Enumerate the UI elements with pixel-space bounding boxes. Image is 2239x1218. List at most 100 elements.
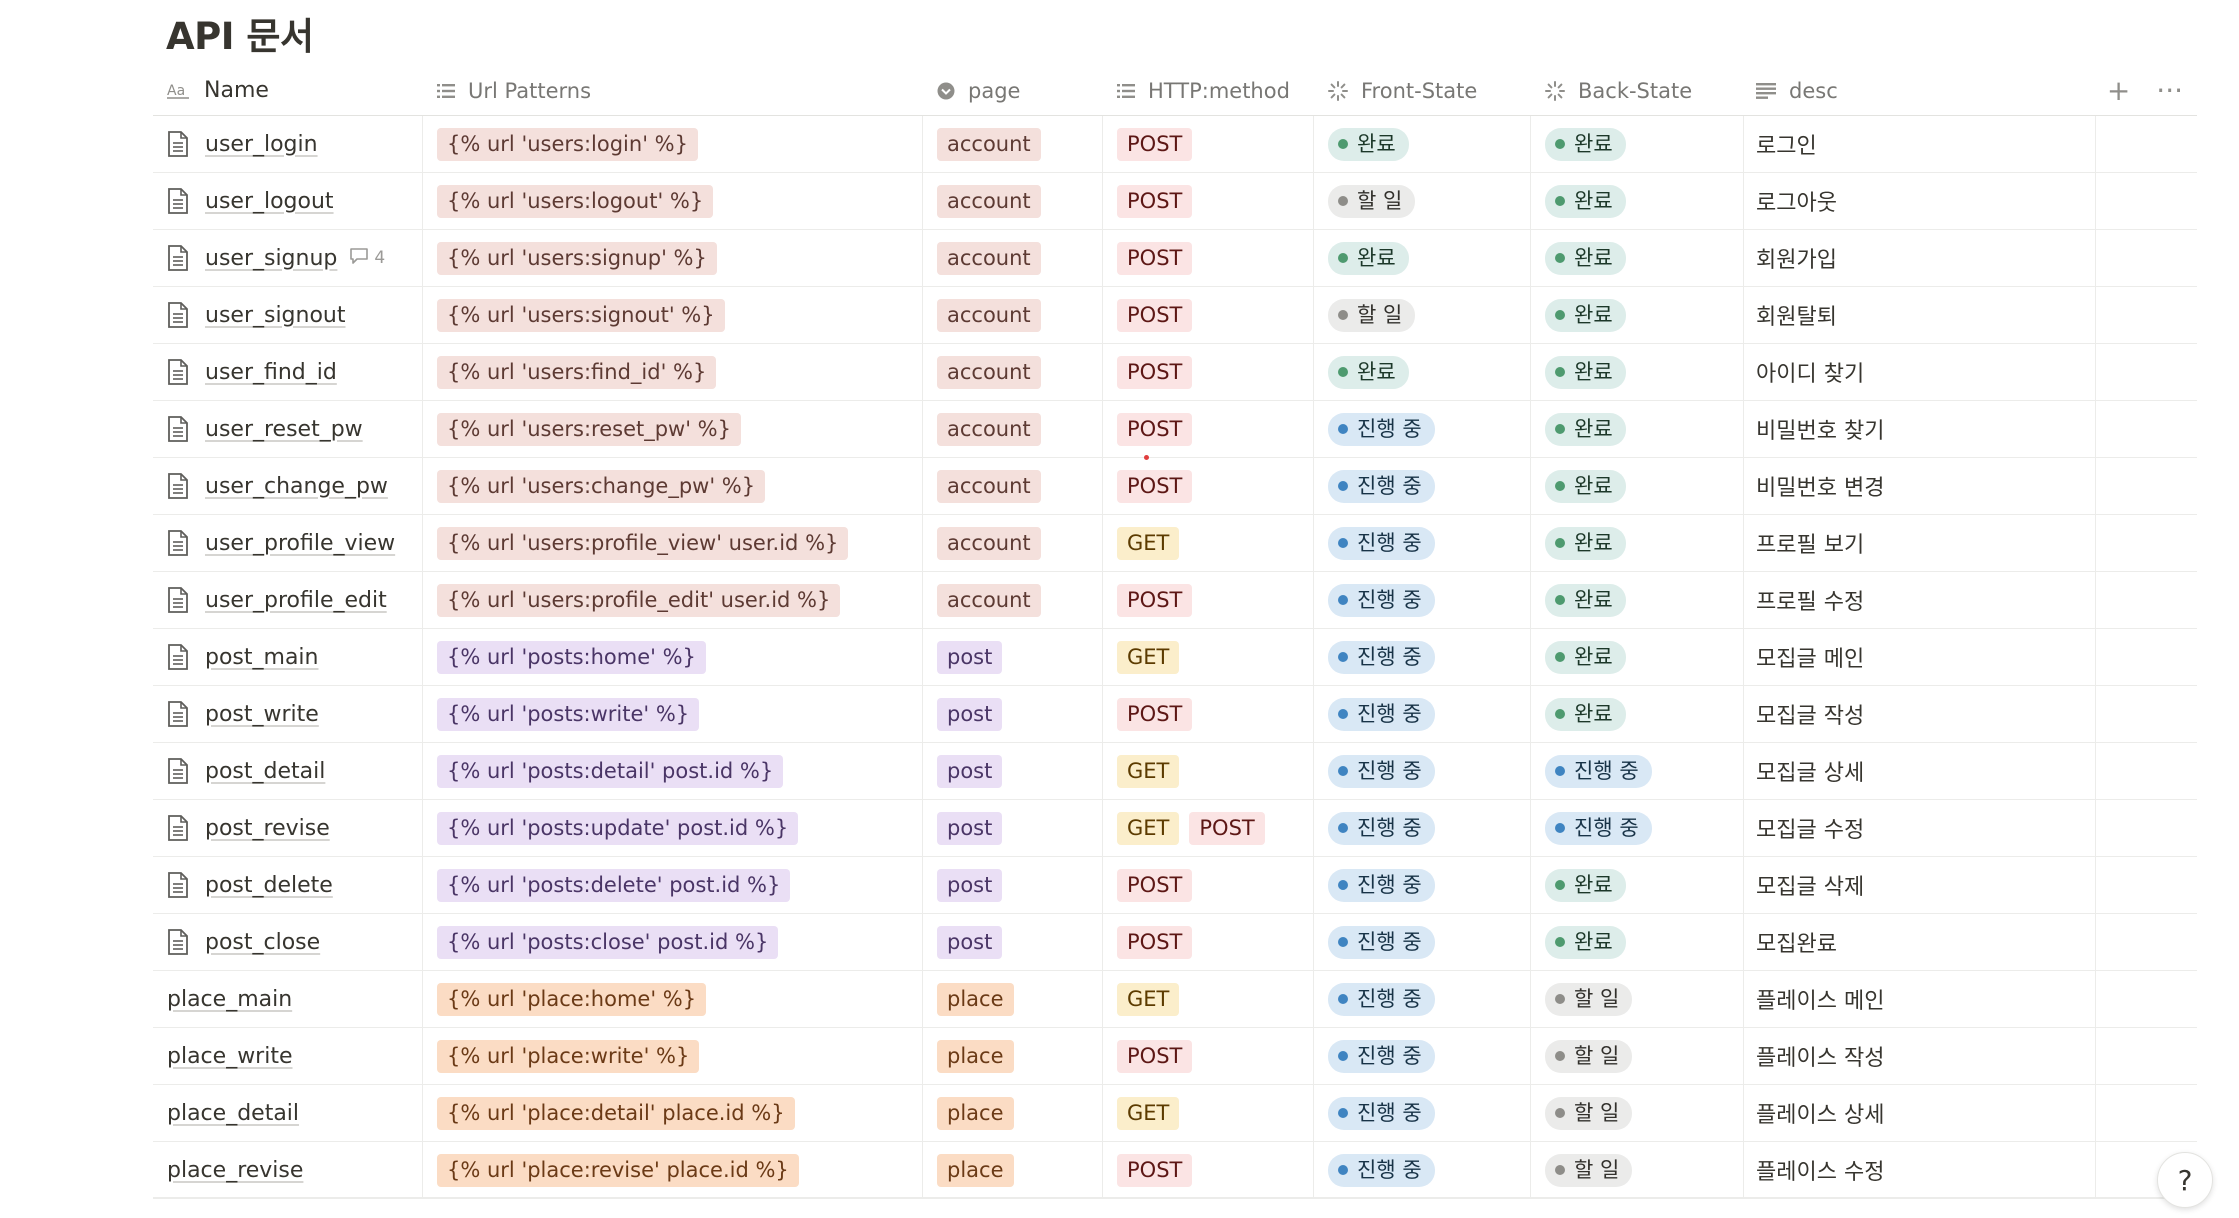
url-tag[interactable]: {% url 'users:find_id' %}	[437, 355, 717, 389]
cell-name[interactable]: user_profile_view	[153, 515, 423, 571]
cell-front-state[interactable]: 진행 중	[1314, 1085, 1531, 1141]
cell-desc[interactable]: 프로필 보기	[1744, 515, 2096, 571]
method-tag[interactable]: POST	[1117, 469, 1193, 503]
back-status-badge[interactable]: 할 일	[1545, 1096, 1633, 1130]
table-row[interactable]: post_write {% url 'posts:write' %} post …	[153, 686, 2197, 743]
front-status-badge[interactable]: 진행 중	[1328, 469, 1435, 503]
row-name[interactable]: post_main	[205, 644, 319, 670]
method-tag[interactable]: POST	[1117, 925, 1193, 959]
back-status-badge[interactable]: 완료	[1545, 127, 1626, 161]
front-status-badge[interactable]: 진행 중	[1328, 640, 1435, 674]
cell-name[interactable]: user_signup 4	[153, 230, 423, 286]
cell-url[interactable]: {% url 'place:detail' place.id %}	[423, 1085, 923, 1141]
cell-method[interactable]: POST	[1103, 287, 1314, 343]
method-tag[interactable]: POST	[1117, 127, 1193, 161]
row-name[interactable]: place_revise	[167, 1157, 304, 1183]
column-header-page[interactable]: page	[923, 66, 1103, 115]
column-header-name[interactable]: Aa Name	[153, 66, 423, 115]
method-tag[interactable]: POST	[1117, 184, 1193, 218]
row-name[interactable]: place_main	[167, 986, 293, 1012]
cell-method[interactable]: POST	[1103, 914, 1314, 970]
page-tag[interactable]: account	[937, 127, 1041, 161]
cell-back-state[interactable]: 완료	[1531, 686, 1744, 742]
row-name[interactable]: post_write	[205, 701, 319, 727]
back-status-badge[interactable]: 완료	[1545, 925, 1626, 959]
url-tag[interactable]: {% url 'users:profile_edit' user.id %}	[437, 583, 841, 617]
cell-front-state[interactable]: 할 일	[1314, 287, 1531, 343]
cell-name[interactable]: user_find_id	[153, 344, 423, 400]
table-row[interactable]: place_revise {% url 'place:revise' place…	[153, 1142, 2197, 1199]
method-tag[interactable]: POST	[1117, 583, 1193, 617]
cell-method[interactable]: POST	[1103, 1142, 1314, 1198]
page-tag[interactable]: post	[937, 754, 1003, 788]
cell-front-state[interactable]: 진행 중	[1314, 743, 1531, 799]
back-status-badge[interactable]: 완료	[1545, 640, 1626, 674]
cell-url[interactable]: {% url 'users:change_pw' %}	[423, 458, 923, 514]
cell-page[interactable]: account	[923, 116, 1103, 172]
cell-page[interactable]: post	[923, 686, 1103, 742]
column-header-back-state[interactable]: Back-State	[1531, 66, 1744, 115]
back-status-badge[interactable]: 진행 중	[1545, 754, 1652, 788]
front-status-badge[interactable]: 진행 중	[1328, 811, 1435, 845]
row-name[interactable]: user_change_pw	[205, 473, 388, 499]
cell-front-state[interactable]: 진행 중	[1314, 914, 1531, 970]
cell-page[interactable]: account	[923, 515, 1103, 571]
cell-back-state[interactable]: 할 일	[1531, 1142, 1744, 1198]
cell-url[interactable]: {% url 'posts:home' %}	[423, 629, 923, 685]
page-tag[interactable]: account	[937, 583, 1041, 617]
cell-front-state[interactable]: 할 일	[1314, 173, 1531, 229]
table-row[interactable]: post_close {% url 'posts:close' post.id …	[153, 914, 2197, 971]
cell-desc[interactable]: 플레이스 상세	[1744, 1085, 2096, 1141]
cell-front-state[interactable]: 진행 중	[1314, 572, 1531, 628]
cell-page[interactable]: account	[923, 458, 1103, 514]
back-status-badge[interactable]: 완료	[1545, 355, 1626, 389]
cell-front-state[interactable]: 진행 중	[1314, 1142, 1531, 1198]
url-tag[interactable]: {% url 'place:revise' place.id %}	[437, 1153, 799, 1187]
table-row[interactable]: post_revise {% url 'posts:update' post.i…	[153, 800, 2197, 857]
cell-method[interactable]: POST	[1103, 344, 1314, 400]
add-property-button[interactable]: +	[2106, 73, 2131, 107]
page-tag[interactable]: post	[937, 697, 1003, 731]
cell-method[interactable]: POST	[1103, 173, 1314, 229]
method-tag[interactable]: POST	[1117, 868, 1193, 902]
back-status-badge[interactable]: 할 일	[1545, 1039, 1633, 1073]
cell-method[interactable]: GET POST	[1103, 800, 1314, 856]
cell-back-state[interactable]: 완료	[1531, 287, 1744, 343]
cell-url[interactable]: {% url 'posts:delete' post.id %}	[423, 857, 923, 913]
method-tag[interactable]: POST	[1117, 1153, 1193, 1187]
cell-url[interactable]: {% url 'users:signout' %}	[423, 287, 923, 343]
back-status-badge[interactable]: 완료	[1545, 526, 1626, 560]
table-row[interactable]: user_change_pw {% url 'users:change_pw' …	[153, 458, 2197, 515]
row-name[interactable]: user_signout	[205, 302, 346, 328]
cell-back-state[interactable]: 완료	[1531, 116, 1744, 172]
page-tag[interactable]: account	[937, 355, 1041, 389]
cell-front-state[interactable]: 완료	[1314, 230, 1531, 286]
cell-url[interactable]: {% url 'posts:update' post.id %}	[423, 800, 923, 856]
cell-back-state[interactable]: 완료	[1531, 914, 1744, 970]
cell-page[interactable]: account	[923, 173, 1103, 229]
front-status-badge[interactable]: 완료	[1328, 241, 1409, 275]
cell-url[interactable]: {% url 'posts:close' post.id %}	[423, 914, 923, 970]
cell-back-state[interactable]: 완료	[1531, 515, 1744, 571]
cell-page[interactable]: account	[923, 572, 1103, 628]
back-status-badge[interactable]: 완료	[1545, 412, 1626, 446]
column-header-method[interactable]: HTTP:method	[1103, 66, 1314, 115]
cell-method[interactable]: GET	[1103, 629, 1314, 685]
cell-front-state[interactable]: 완료	[1314, 116, 1531, 172]
cell-name[interactable]: place_detail	[153, 1085, 423, 1141]
cell-method[interactable]: GET	[1103, 1085, 1314, 1141]
cell-name[interactable]: user_reset_pw	[153, 401, 423, 457]
cell-desc[interactable]: 비밀번호 찾기	[1744, 401, 2096, 457]
cell-page[interactable]: post	[923, 914, 1103, 970]
back-status-badge[interactable]: 완료	[1545, 241, 1626, 275]
url-tag[interactable]: {% url 'users:logout' %}	[437, 184, 714, 218]
row-name[interactable]: user_find_id	[205, 359, 337, 385]
row-name[interactable]: user_logout	[205, 188, 334, 214]
cell-name[interactable]: user_profile_edit	[153, 572, 423, 628]
table-row[interactable]: user_find_id {% url 'users:find_id' %} a…	[153, 344, 2197, 401]
page-tag[interactable]: place	[937, 982, 1014, 1016]
cell-name[interactable]: place_write	[153, 1028, 423, 1084]
cell-front-state[interactable]: 진행 중	[1314, 971, 1531, 1027]
column-header-desc[interactable]: desc	[1744, 66, 2096, 115]
cell-method[interactable]: POST	[1103, 857, 1314, 913]
